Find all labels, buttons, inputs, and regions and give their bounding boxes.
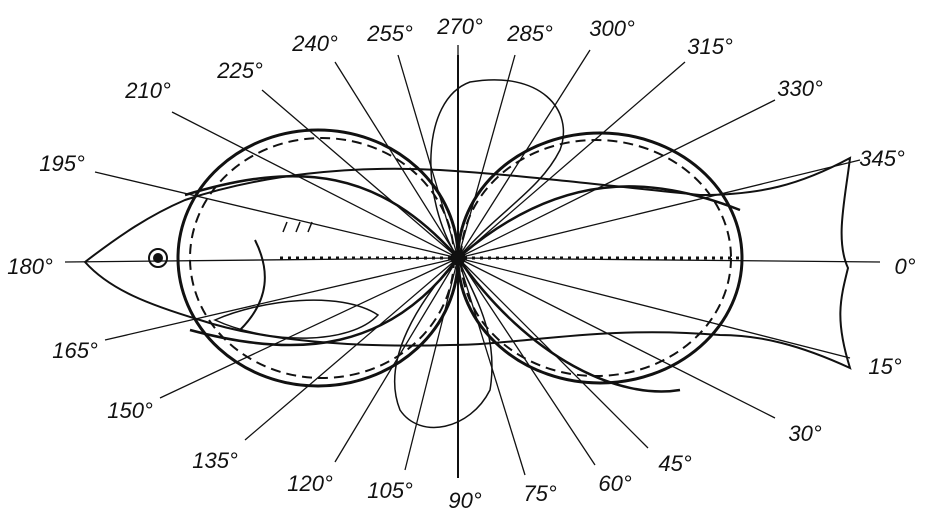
ray — [457, 99, 776, 259]
angle-label: 330° — [777, 76, 823, 101]
ray — [457, 61, 686, 259]
ray — [457, 257, 851, 359]
angle-labels: 0° 15° 30° 45° 60° 75° 90° 105° 120° 135° 150° 165°… — [7, 14, 915, 513]
ray — [457, 54, 516, 259]
angle-label: 210° — [124, 78, 171, 103]
angle-label: 180° — [7, 254, 53, 279]
angle-label: 285° — [506, 21, 553, 46]
ray — [397, 54, 459, 259]
angle-label: 150° — [107, 398, 153, 423]
ray — [404, 257, 459, 471]
angle-label: 75° — [523, 481, 556, 506]
angle-rays — [64, 45, 881, 478]
ray — [457, 49, 591, 259]
angle-label: 0° — [894, 254, 915, 279]
ray — [457, 257, 776, 419]
ray — [334, 257, 459, 463]
angle-label: 225° — [216, 58, 263, 83]
angle-label: 120° — [287, 471, 333, 496]
ray — [261, 89, 459, 259]
angle-label: 15° — [868, 354, 901, 379]
angle-label: 240° — [291, 31, 338, 56]
ray — [64, 257, 459, 263]
angle-label: 135° — [192, 448, 238, 473]
ray — [171, 111, 459, 259]
angle-label: 60° — [598, 471, 631, 496]
angle-label: 315° — [687, 34, 733, 59]
ray — [244, 257, 459, 441]
angle-label: 90° — [448, 488, 481, 513]
angle-label: 300° — [589, 16, 635, 41]
angle-label: 30° — [788, 421, 821, 446]
angle-label: 345° — [859, 146, 905, 171]
ray — [457, 257, 596, 466]
angle-label: 195° — [39, 151, 85, 176]
ray — [104, 257, 459, 341]
ray — [457, 257, 526, 476]
angle-label: 105° — [367, 478, 413, 503]
ray — [94, 171, 459, 259]
center-dot — [450, 250, 466, 266]
ray — [334, 61, 459, 259]
ray — [457, 257, 649, 449]
angle-label: 270° — [436, 14, 483, 39]
angle-label: 255° — [366, 21, 413, 46]
ray — [159, 257, 459, 399]
ray — [457, 257, 881, 263]
angle-label: 165° — [52, 338, 98, 363]
angle-label: 45° — [658, 451, 691, 476]
ray — [457, 159, 861, 259]
